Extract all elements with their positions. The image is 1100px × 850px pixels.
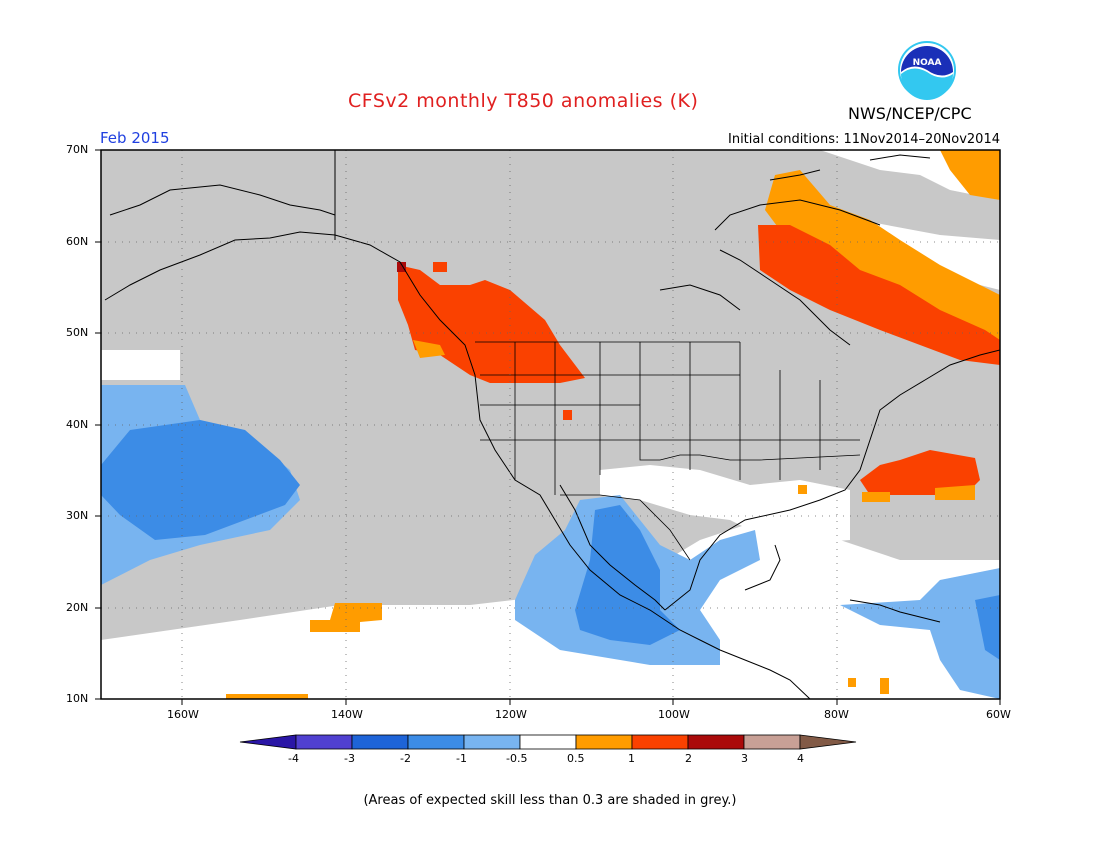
dark-red-alaska-cell <box>397 262 406 272</box>
lat-label-70n: 70N <box>66 143 89 156</box>
footnote: (Areas of expected skill less than 0.3 a… <box>363 793 737 808</box>
colorbar-segment <box>407 734 465 750</box>
orange-atlantic-2 <box>935 485 975 500</box>
lon-label-60w: 60W <box>986 708 1011 721</box>
lat-label-30n: 30N <box>66 509 89 522</box>
lon-label-140w: 140W <box>331 708 363 721</box>
orange-cell-south <box>848 678 856 687</box>
colorbar-tick-label: -2 <box>400 752 411 765</box>
colorbar-tick-label: -3 <box>344 752 355 765</box>
orange-atlantic-1 <box>862 492 890 502</box>
colorbar-segment <box>743 734 801 750</box>
colorbar-arrow-right <box>799 734 857 750</box>
colorbar-segment <box>351 734 409 750</box>
logo-text: NOAA <box>913 58 942 68</box>
lat-label-10n: 10N <box>66 692 89 705</box>
colorbar-segment <box>687 734 745 750</box>
anomaly-field <box>101 150 1000 699</box>
orange-arctic-corner <box>940 150 1000 200</box>
colorbar-tick-label: 0.5 <box>567 752 585 765</box>
colorbar-segment <box>295 734 353 750</box>
blue-caribbean <box>975 595 1000 660</box>
graticule <box>101 150 1000 699</box>
lat-label-20n: 20N <box>66 601 89 614</box>
white-region-south-us <box>600 465 850 545</box>
month-label: Feb 2015 <box>100 129 170 147</box>
colorbar-tick-label: 4 <box>797 752 804 765</box>
blue-mexico <box>575 505 680 645</box>
lat-label-40n: 40N <box>66 418 89 431</box>
orange-bottom-strip <box>226 694 308 699</box>
colorbar-tick-label: -4 <box>288 752 299 765</box>
colorbar-arrow-left <box>239 734 297 750</box>
colorbar-tick-label: -1 <box>456 752 467 765</box>
orange-pacific-northwest <box>413 340 445 358</box>
lat-label-50n: 50N <box>66 326 89 339</box>
colorbar-tick-label: 3 <box>741 752 748 765</box>
colorbar-segment <box>463 734 521 750</box>
lon-label-80w: 80W <box>824 708 849 721</box>
colorbar <box>239 734 857 750</box>
colorbar-tick-label: 1 <box>628 752 635 765</box>
red-cell-utah <box>563 410 572 420</box>
blue-pacific <box>101 420 300 540</box>
orange-northeast-canada <box>765 170 1000 340</box>
initial-conditions: Initial conditions: 11Nov2014–20Nov2014 <box>728 132 1000 147</box>
lon-label-100w: 100W <box>658 708 690 721</box>
red-cell <box>433 262 447 272</box>
light-blue-caribbean <box>840 568 1000 699</box>
colorbar-segment <box>631 734 689 750</box>
colorbar-segment <box>575 734 633 750</box>
map-title: CFSv2 monthly T850 anomalies (K) <box>348 90 699 112</box>
red-atlantic <box>860 450 980 495</box>
colorbar-tick-label: 2 <box>685 752 692 765</box>
noaa-logo: NOAA <box>897 40 957 104</box>
agency-label: NWS/NCEP/CPC <box>848 104 972 123</box>
lon-label-120w: 120W <box>495 708 527 721</box>
axis-ticks <box>95 149 1001 705</box>
lon-label-160w: 160W <box>167 708 199 721</box>
colorbar-segment <box>519 734 577 750</box>
lat-label-60n: 60N <box>66 235 89 248</box>
orange-cell-se <box>798 485 807 494</box>
orange-cell-south-2 <box>880 678 889 694</box>
colorbar-tick-label: -0.5 <box>506 752 528 765</box>
red-pacific-northwest <box>398 265 585 383</box>
orange-near-hawaii <box>310 603 382 632</box>
red-northeast-canada <box>758 225 1000 365</box>
white-region-pacific <box>101 350 180 380</box>
coastlines <box>104 150 1000 699</box>
